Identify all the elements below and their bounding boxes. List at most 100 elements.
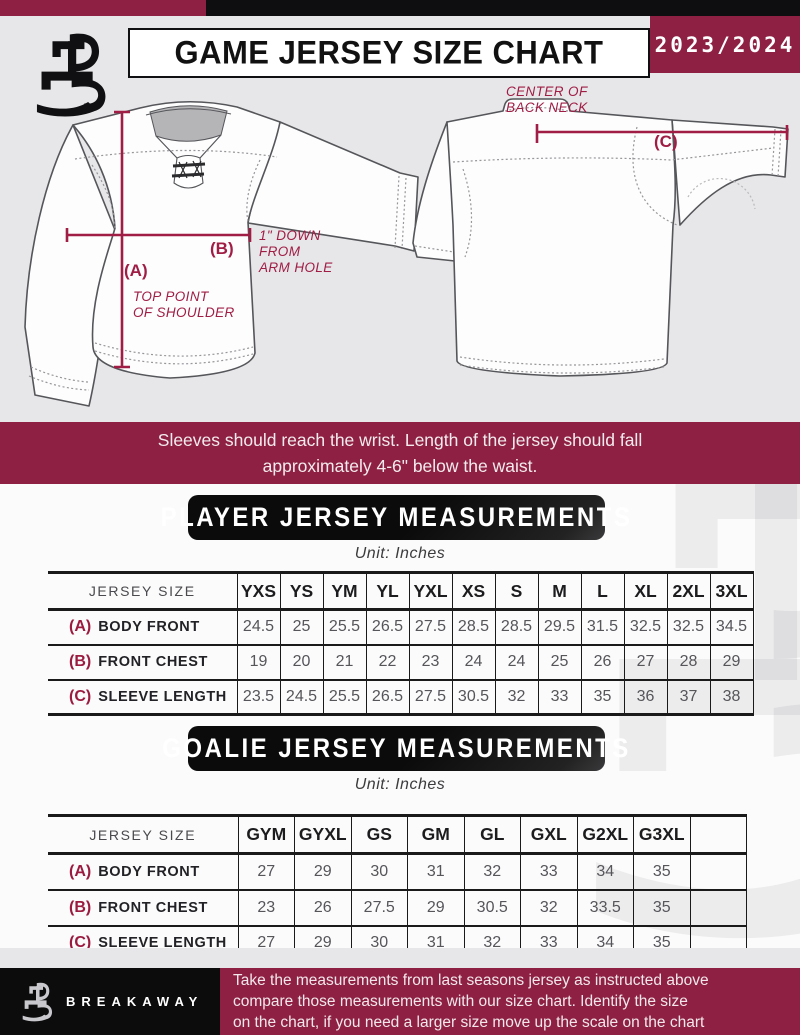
- cell: 37: [666, 679, 710, 715]
- cell: 27.5: [408, 609, 452, 646]
- size-col-header: XL: [623, 572, 667, 611]
- annotation-top-point-shoulder: TOP POINT OF SHOULDER: [133, 289, 235, 320]
- size-col-header: YM: [322, 572, 366, 611]
- cell: 26: [294, 889, 351, 927]
- cell: 28: [666, 644, 710, 681]
- cell: 33: [537, 679, 581, 715]
- footer-brand-box: BREAKAWAY: [0, 968, 220, 1035]
- cell: 25: [537, 644, 581, 681]
- cell: 35: [580, 679, 624, 715]
- player-row-front-chest: (B) FRONT CHEST 19 20 21 22 23 24 24 25 2…: [48, 644, 754, 681]
- cell: 29: [294, 853, 351, 891]
- player-header-row: JERSEY SIZE YXS YS YM YL YXL XS S M L XL…: [48, 572, 754, 611]
- cell: 26: [580, 644, 624, 681]
- cell: 33: [520, 853, 577, 891]
- cell: 34.5: [709, 609, 754, 646]
- cell: 25.5: [322, 609, 366, 646]
- cell: 32: [494, 679, 538, 715]
- cell: 36: [623, 679, 667, 715]
- annotation-arm-hole: 1" DOWN FROM ARM HOLE: [259, 228, 333, 275]
- size-col-header: YS: [279, 572, 323, 611]
- cell: 26.5: [365, 609, 409, 646]
- goalie-size-table: JERSEY SIZE GYM GYXL GS GM GL GXL G2XL G…: [48, 814, 747, 963]
- size-col-header: 2XL: [666, 572, 710, 611]
- size-col-header: GXL: [520, 815, 577, 855]
- row-key: (C): [69, 934, 92, 952]
- top-strip-black: [206, 0, 800, 16]
- fit-note-line1: Sleeves should reach the wrist. Length o…: [157, 430, 643, 450]
- size-col-header: GS: [350, 815, 408, 855]
- cell: 23: [408, 644, 452, 681]
- size-col-header: YXS: [236, 572, 280, 611]
- cell: 24.5: [236, 609, 280, 646]
- cell: 33.5: [576, 889, 634, 927]
- row-label: (B) FRONT CHEST: [48, 644, 237, 681]
- size-col-header-empty: [689, 815, 747, 855]
- goalie-row-front-chest: (B) FRONT CHEST 23 26 27.5 29 30.5 32 33.…: [48, 889, 747, 927]
- size-col-header: GYXL: [294, 815, 351, 855]
- cell: 35: [633, 853, 690, 891]
- cell: 32.5: [623, 609, 667, 646]
- brand-name: BREAKAWAY: [66, 994, 204, 1009]
- cell: 28.5: [451, 609, 495, 646]
- size-col-header: G3XL: [633, 815, 690, 855]
- size-col-header: YXL: [408, 572, 452, 611]
- cell-empty: [689, 889, 747, 927]
- cell: 27: [623, 644, 667, 681]
- goalie-header-row: JERSEY SIZE GYM GYXL GS GM GL GXL G2XL G…: [48, 815, 747, 855]
- size-col-header: L: [580, 572, 624, 611]
- cell: 27.5: [408, 679, 452, 715]
- cell: 31.5: [580, 609, 624, 646]
- row-label: (A) BODY FRONT: [48, 609, 237, 646]
- cell: 30: [350, 853, 408, 891]
- label-c: (C): [654, 132, 678, 151]
- cell: 20: [279, 644, 323, 681]
- goalie-unit-label: Unit: Inches: [354, 776, 446, 793]
- cell: 35: [633, 889, 690, 927]
- goalie-section-title: GOALIE JERSEY MEASUREMENTS: [162, 732, 631, 764]
- size-col-header: XS: [451, 572, 495, 611]
- cell: 24: [451, 644, 495, 681]
- season-label: 2023/2024: [654, 32, 796, 57]
- fit-note-line2: approximately 4-6" below the waist.: [262, 456, 538, 476]
- size-col-header: M: [537, 572, 581, 611]
- size-col-header: G2XL: [576, 815, 634, 855]
- player-corner-header: JERSEY SIZE: [48, 572, 237, 611]
- cell: 32.5: [666, 609, 710, 646]
- row-label: (C) SLEEVE LENGTH: [69, 687, 227, 705]
- annotation-center-back-neck: CENTER OF BACK NECK: [506, 84, 588, 115]
- back-jersey-diagram: [412, 98, 789, 377]
- row-key: (B): [69, 898, 92, 916]
- row-label: (C) SLEEVE LENGTH: [69, 934, 227, 952]
- cell: 23: [237, 889, 295, 927]
- cell: 27: [237, 853, 295, 891]
- row-key: (A): [69, 862, 92, 880]
- goalie-row-body-front: (A) BODY FRONT 27 29 30 31 32 33 34 35: [48, 853, 747, 891]
- size-col-header: YL: [365, 572, 409, 611]
- size-col-header: S: [494, 572, 538, 611]
- label-a: (A): [124, 261, 148, 280]
- cell: 29: [709, 644, 754, 681]
- cell: 32: [463, 853, 521, 891]
- cell: 21: [322, 644, 366, 681]
- size-col-header: GYM: [237, 815, 295, 855]
- player-row-body-front: (A) BODY FRONT 24.5 25 25.5 26.5 27.5 28.…: [48, 609, 754, 646]
- season-badge: 2023/2024: [650, 16, 800, 73]
- footer-line1: Take the measurements from last seasons …: [233, 972, 709, 989]
- measurement-line-b: [65, 228, 252, 242]
- cell: 38: [709, 679, 754, 715]
- player-row-sleeve-length: (C) SLEEVE LENGTH 23.5 24.5 25.5 26.5 27.…: [48, 679, 754, 715]
- size-col-header: GL: [463, 815, 521, 855]
- row-label: (A) BODY FRONT: [48, 853, 238, 891]
- measurement-line-c: [535, 124, 789, 143]
- cell: 29: [407, 889, 464, 927]
- cell: 22: [365, 644, 409, 681]
- cell: 31: [407, 853, 464, 891]
- cell: 24.5: [279, 679, 323, 715]
- measurement-line-a: [114, 110, 130, 369]
- cell: 26.5: [365, 679, 409, 715]
- row-key: (A): [69, 618, 92, 636]
- title-bar: GAME JERSEY SIZE CHART: [128, 28, 650, 78]
- cell: 25.5: [322, 679, 366, 715]
- player-section-header: PLAYER JERSEY MEASUREMENTS: [161, 495, 630, 540]
